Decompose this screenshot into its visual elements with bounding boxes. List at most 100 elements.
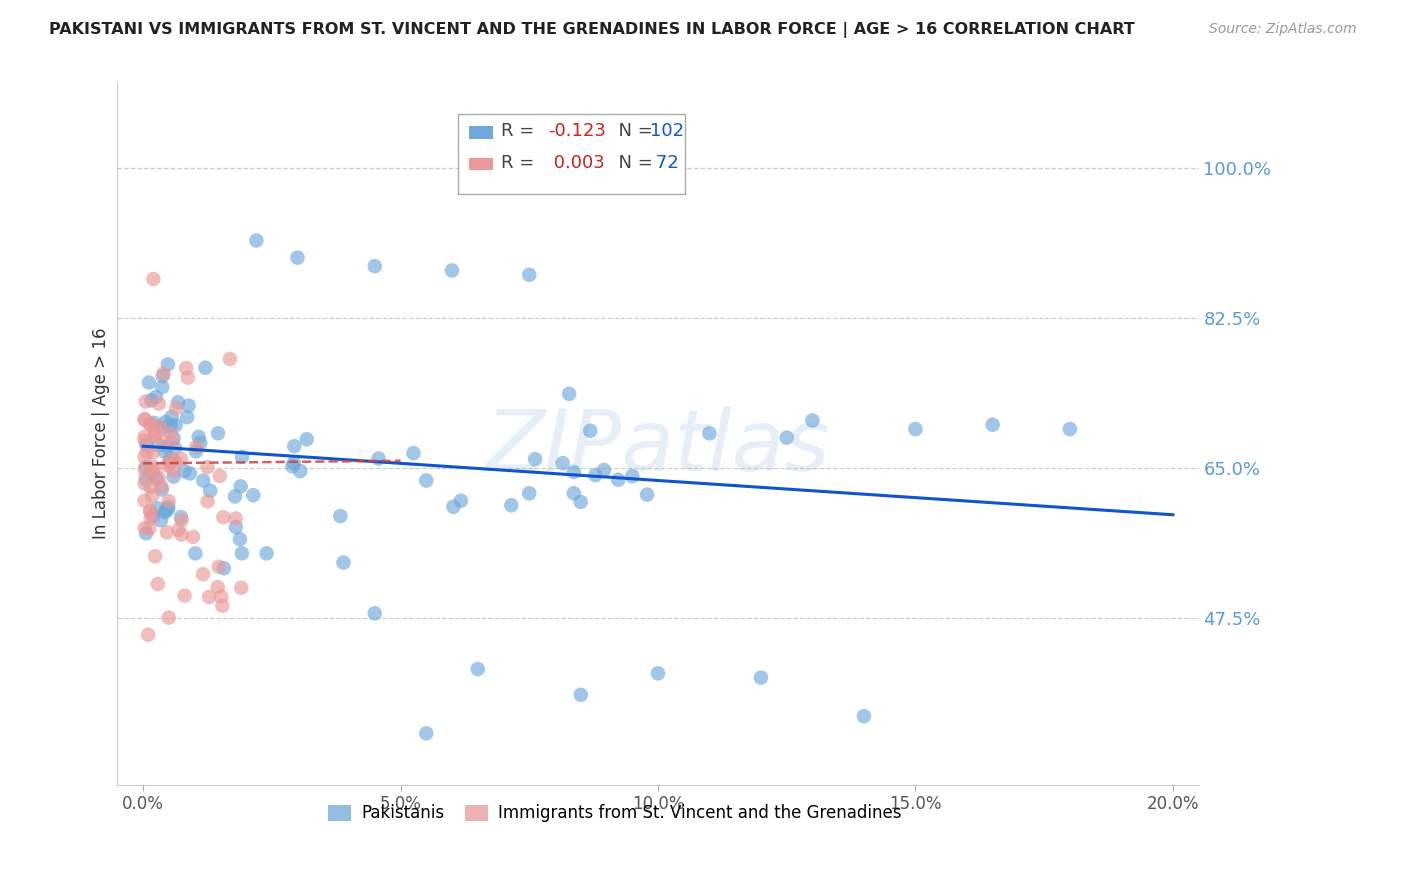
Point: [170, 451, 193, 466]
Point: [281, 459, 304, 474]
Point: [146, 500, 169, 515]
Point: [173, 589, 195, 603]
Point: [198, 483, 221, 498]
Point: [134, 463, 156, 477]
Text: 102: 102: [651, 122, 685, 140]
Point: [329, 509, 352, 524]
Text: ZIPatlas: ZIPatlas: [486, 406, 830, 489]
Point: [569, 495, 592, 509]
Point: [209, 590, 232, 604]
Point: [153, 505, 176, 519]
Point: [231, 581, 253, 595]
Point: [501, 498, 523, 512]
Point: [195, 460, 218, 475]
Point: [207, 426, 229, 441]
Text: N =: N =: [607, 122, 658, 140]
Point: [441, 500, 464, 514]
Point: [165, 418, 187, 433]
Point: [776, 431, 799, 445]
Point: [155, 415, 177, 429]
Point: [141, 465, 163, 479]
Point: [157, 610, 180, 624]
Point: [562, 486, 585, 500]
Text: R =: R =: [501, 153, 540, 172]
Point: [141, 466, 163, 480]
Point: [181, 530, 204, 544]
Point: [904, 422, 927, 436]
Point: [160, 418, 183, 433]
Point: [163, 464, 186, 478]
Point: [981, 417, 1004, 432]
Point: [162, 469, 184, 483]
Point: [177, 370, 200, 384]
Text: N =: N =: [607, 153, 658, 172]
Point: [134, 434, 156, 448]
Point: [143, 463, 166, 477]
Point: [225, 520, 247, 534]
Point: [138, 376, 160, 390]
Point: [139, 480, 162, 494]
Point: [134, 413, 156, 427]
Point: [148, 397, 170, 411]
Legend: Pakistanis, Immigrants from St. Vincent and the Grenadines: Pakistanis, Immigrants from St. Vincent …: [322, 797, 908, 830]
Point: [184, 546, 207, 560]
Point: [186, 440, 208, 454]
Point: [193, 474, 215, 488]
Point: [156, 358, 179, 372]
Point: [143, 424, 166, 438]
Point: [134, 450, 156, 464]
Point: [188, 435, 211, 450]
Point: [160, 452, 183, 467]
Point: [1059, 422, 1081, 436]
Point: [402, 446, 425, 460]
Point: [152, 434, 174, 448]
Point: [198, 590, 221, 604]
Point: [245, 234, 267, 248]
Point: [149, 513, 172, 527]
Point: [156, 458, 179, 473]
Point: [139, 504, 162, 518]
Point: [211, 599, 233, 613]
Point: [219, 351, 242, 366]
Point: [517, 486, 540, 500]
Point: [749, 671, 772, 685]
Point: [579, 424, 602, 438]
Point: [191, 567, 214, 582]
FancyBboxPatch shape: [468, 158, 492, 170]
Point: [139, 417, 162, 432]
Point: [135, 437, 157, 451]
Point: [148, 471, 170, 485]
Point: [636, 487, 658, 501]
Point: [558, 386, 581, 401]
Point: [165, 401, 187, 416]
Point: [157, 500, 180, 514]
FancyBboxPatch shape: [458, 113, 685, 194]
Point: [145, 390, 167, 404]
Point: [207, 580, 229, 594]
Point: [156, 525, 179, 540]
Point: [162, 431, 184, 445]
FancyBboxPatch shape: [468, 127, 492, 139]
Point: [364, 259, 387, 273]
Point: [136, 628, 159, 642]
Point: [170, 527, 193, 541]
Point: [134, 493, 156, 508]
Point: [287, 251, 309, 265]
Point: [139, 417, 162, 432]
Point: [170, 513, 193, 527]
Point: [165, 454, 187, 468]
Point: [142, 272, 165, 286]
Point: [332, 556, 354, 570]
Point: [852, 709, 875, 723]
Text: R =: R =: [501, 122, 540, 140]
Point: [415, 726, 437, 740]
Point: [141, 488, 163, 502]
Point: [148, 438, 170, 452]
Point: [569, 688, 592, 702]
Point: [162, 452, 184, 467]
Point: [150, 483, 173, 497]
Point: [450, 493, 472, 508]
Point: [295, 433, 318, 447]
Point: [134, 412, 156, 426]
Point: [607, 473, 630, 487]
